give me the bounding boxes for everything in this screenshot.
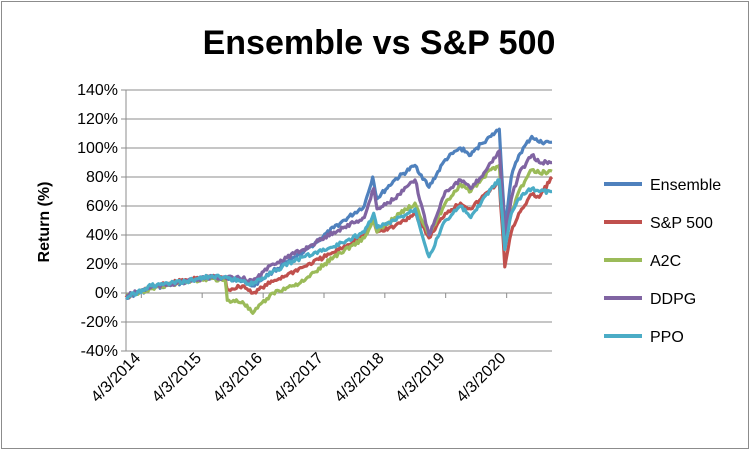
legend-label: S&P 500 [650, 215, 713, 232]
y-tick-labels: -40% -20% 0% 20% 40% 60% 80% 100% 120% 140% [77, 82, 118, 360]
y-axis-title: Return (%) [36, 182, 53, 263]
grid-layer [126, 89, 552, 352]
x-tick-labels: 4/3/2014 4/3/2015 4/3/2016 4/3/2017 4/3/2018… [88, 350, 509, 406]
legend-label: DDPG [650, 291, 696, 308]
y-tick-label: 80% [86, 169, 118, 186]
x-tick-label: 4/3/2019 [392, 350, 448, 406]
series-line-ppo [125, 178, 553, 300]
x-tick-label: 4/3/2017 [271, 350, 327, 406]
legend-label: Ensemble [650, 177, 721, 194]
x-tick-label: 4/3/2020 [453, 350, 509, 406]
legend-label: A2C [650, 253, 681, 270]
series-line-a2c [125, 163, 553, 315]
x-tick-label: 4/3/2016 [210, 350, 266, 406]
y-tick-label: 40% [86, 227, 118, 244]
y-tick-label: -20% [81, 314, 118, 331]
legend-label: PPO [650, 329, 684, 346]
y-tick-label: -40% [81, 343, 118, 360]
chart-title: Ensemble vs S&P 500 [203, 24, 556, 62]
series-layer [124, 127, 554, 315]
x-tick-label: 4/3/2018 [332, 350, 388, 406]
y-tick-label: 20% [86, 256, 118, 273]
series-line-ensemble [125, 127, 553, 300]
axis-layer [121, 89, 552, 352]
legend: Ensemble S&P 500 A2C DDPG PPO [604, 177, 721, 346]
y-tick-label: 140% [77, 82, 118, 99]
y-tick-label: 60% [86, 198, 118, 215]
y-tick-label: 100% [77, 140, 118, 157]
y-tick-label: 0% [95, 285, 118, 302]
y-tick-label: 120% [77, 111, 118, 128]
x-tick-label: 4/3/2015 [149, 350, 205, 406]
